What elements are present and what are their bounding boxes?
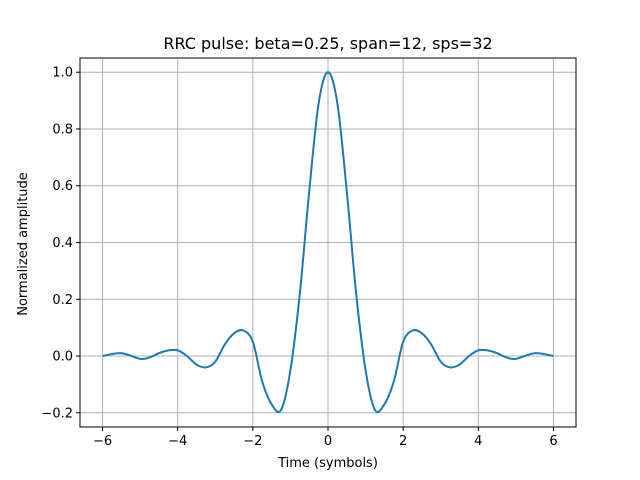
x-tick-label: 4 xyxy=(474,434,482,449)
y-tick-label: 0.8 xyxy=(52,122,73,137)
x-tick-label: −2 xyxy=(243,434,262,449)
y-tick-label: 0.2 xyxy=(52,293,73,308)
y-tick-label: 0.0 xyxy=(52,350,73,365)
x-tick-label: 0 xyxy=(324,434,332,449)
y-tick-label: 0.4 xyxy=(52,236,73,251)
y-tick-label: 1.0 xyxy=(52,66,73,81)
x-tick-label: 2 xyxy=(399,434,407,449)
rrc-pulse-line xyxy=(102,71,554,414)
x-axis-label: Time (symbols) xyxy=(277,456,378,471)
y-tick-label: 0.6 xyxy=(52,179,73,194)
chart-title: RRC pulse: beta=0.25, span=12, sps=32 xyxy=(163,34,492,53)
series-layer xyxy=(102,71,554,414)
x-tick-label: 6 xyxy=(549,434,557,449)
axis-ticks: −6 −4 −2 0 2 4 6 −0.2 0.0 0.2 0.4 0.6 0.8 1.0 xyxy=(41,66,557,449)
x-tick-label: −6 xyxy=(93,434,112,449)
y-axis-label: Normalized amplitude xyxy=(16,172,31,316)
x-tick-label: −4 xyxy=(168,434,187,449)
y-tick-label: −0.2 xyxy=(41,406,73,421)
